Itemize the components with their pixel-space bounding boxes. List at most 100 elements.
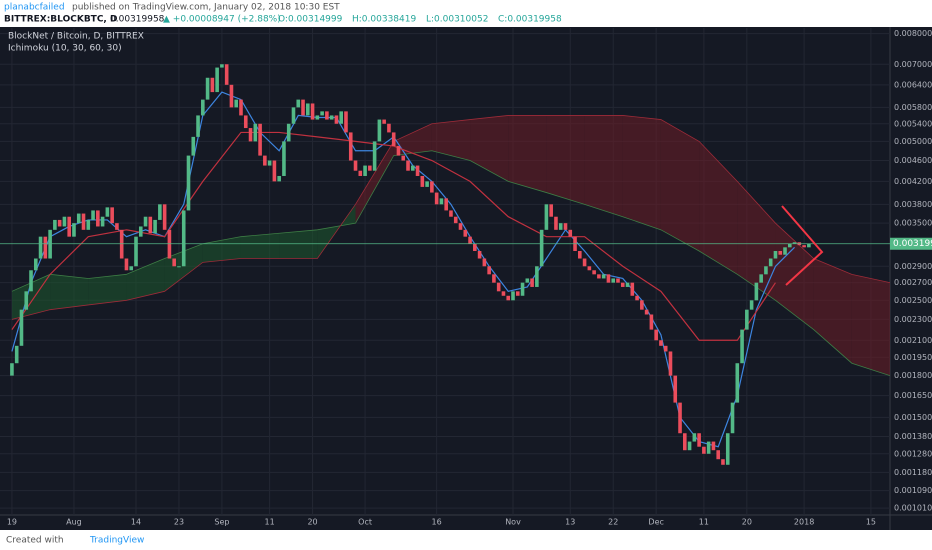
x-tick-label: Aug <box>66 518 82 527</box>
candle <box>463 229 468 237</box>
cloud-segment <box>126 258 165 301</box>
candle <box>597 274 601 279</box>
y-tick-label: 0.00700000 <box>894 60 932 69</box>
candle <box>286 123 291 142</box>
cloud-segment <box>508 115 547 193</box>
candle <box>86 219 91 230</box>
cloud-segment <box>660 119 700 251</box>
candle <box>601 274 606 279</box>
candle <box>72 223 76 237</box>
candle <box>487 266 491 275</box>
x-tick-label: 23 <box>174 518 184 527</box>
candle <box>515 291 520 296</box>
candle <box>115 223 119 230</box>
candle <box>96 210 100 227</box>
chart-title: BlockNet / Bitcoin, D, BITTREX <box>8 32 144 42</box>
candle <box>396 146 401 156</box>
candle <box>57 219 62 227</box>
candle <box>539 229 544 267</box>
candle <box>649 314 654 330</box>
candle <box>301 99 305 116</box>
candle <box>29 270 33 292</box>
y-tick-label: 0.00350000 <box>894 219 932 228</box>
candle <box>530 278 534 287</box>
candle <box>430 181 434 193</box>
cloud-segment <box>470 115 509 182</box>
candle <box>501 291 506 296</box>
candle <box>678 402 682 434</box>
candle <box>143 216 148 227</box>
candle <box>368 165 372 171</box>
candle <box>248 128 253 142</box>
candle <box>401 155 406 161</box>
candle <box>196 115 200 137</box>
y-tick-label: 0.00150000 <box>894 413 932 422</box>
candle <box>320 111 324 116</box>
candle <box>348 132 353 161</box>
x-tick-label: 11 <box>265 518 275 527</box>
candle <box>434 192 439 205</box>
candle <box>697 433 701 447</box>
y-tick-label: 0.00101000 <box>894 504 932 513</box>
cloud-edge <box>11 150 891 377</box>
candle <box>186 155 191 211</box>
cloud-segment <box>622 115 661 230</box>
candle <box>258 123 262 156</box>
candle <box>611 278 616 283</box>
candle <box>773 250 778 259</box>
candle <box>768 258 773 267</box>
candle <box>702 446 706 454</box>
cloud-segment <box>50 274 89 310</box>
candle <box>67 216 71 237</box>
candle <box>420 175 425 187</box>
candle <box>243 115 248 129</box>
candle <box>62 216 67 227</box>
candle <box>391 132 396 147</box>
candle <box>358 170 363 176</box>
candle <box>234 99 239 108</box>
candle <box>177 266 181 268</box>
candle <box>682 433 687 451</box>
candle <box>802 245 806 248</box>
author[interactable]: planabcfailed <box>4 3 65 13</box>
candle <box>325 111 329 120</box>
x-tick-label: 13 <box>565 518 575 527</box>
candle <box>14 345 19 364</box>
candle <box>148 216 153 234</box>
candle <box>215 67 219 93</box>
candle <box>410 165 415 171</box>
x-tick-label: 19 <box>7 518 17 527</box>
footer-brand[interactable]: TradingView <box>89 536 144 546</box>
candle <box>640 300 644 310</box>
y-tick-label: 0.00580000 <box>894 103 932 112</box>
candle <box>563 223 568 230</box>
candle <box>453 216 458 224</box>
candle <box>477 250 482 259</box>
candle <box>706 441 711 454</box>
candle <box>263 155 267 166</box>
candle <box>520 282 525 296</box>
cloud-segment <box>584 115 623 217</box>
candle <box>406 160 410 171</box>
candle <box>425 181 429 187</box>
y-tick-label: 0.00118000 <box>894 468 932 477</box>
candle <box>277 175 281 182</box>
cloud-segment <box>240 233 280 259</box>
x-tick-label: 20 <box>742 518 752 527</box>
triangle-drawing <box>781 205 824 286</box>
candle <box>764 266 768 275</box>
candle <box>721 459 725 465</box>
candle <box>787 243 792 248</box>
y-tick-label: 0.00138000 <box>894 432 932 441</box>
candle <box>253 123 258 142</box>
candle <box>792 242 797 244</box>
candle <box>482 258 487 267</box>
y-tick-label: 0.00800000 <box>894 29 932 38</box>
candle <box>749 300 754 310</box>
x-tick-label: 22 <box>608 518 618 527</box>
y-tick-label: 0.00230000 <box>894 315 932 324</box>
candle <box>492 274 496 283</box>
candle <box>735 363 740 403</box>
candle <box>511 291 515 301</box>
y-tick-label: 0.00540000 <box>894 119 932 128</box>
